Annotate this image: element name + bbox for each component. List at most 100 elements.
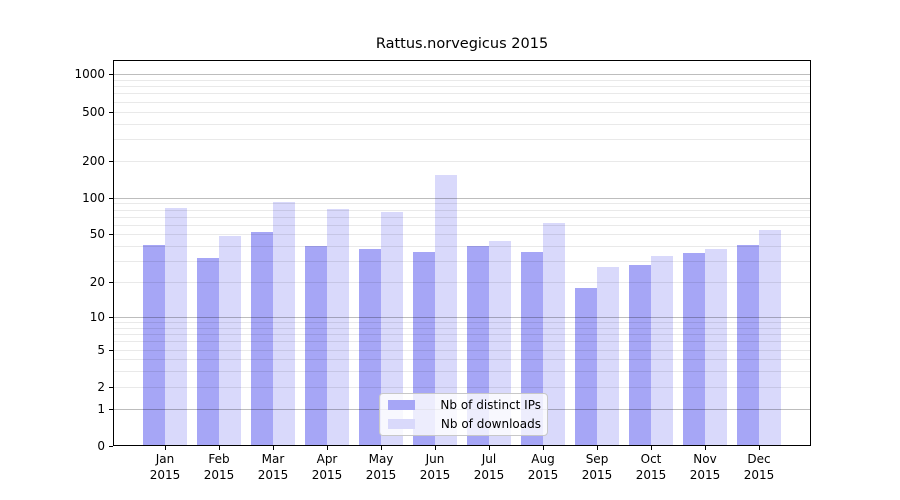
- minor-gridline: [113, 234, 811, 236]
- legend: Nb of distinct IPs Nb of downloads: [379, 393, 548, 436]
- year-label: 2015: [203, 468, 235, 482]
- year-label: 2015: [311, 468, 343, 482]
- legend-entry-downloads: Nb of downloads: [386, 416, 541, 432]
- y-tick: [109, 349, 113, 351]
- year-label: 2015: [365, 468, 397, 482]
- bar-downloads-mar: [273, 202, 295, 446]
- minor-gridline: [113, 327, 811, 329]
- x-axis-tick-label: Jun 2015: [408, 451, 462, 483]
- minor-gridline: [113, 224, 811, 226]
- minor-gridline: [113, 160, 811, 162]
- year-label: 2015: [257, 468, 289, 482]
- month-label: Mar: [261, 452, 285, 466]
- minor-gridline: [113, 86, 811, 88]
- x-axis-tick-label: Feb 2015: [192, 451, 246, 483]
- bar-distinct-ips-jan: [143, 244, 165, 446]
- x-tick: [165, 446, 166, 450]
- legend-swatch-distinct-ips: [388, 400, 415, 410]
- y-tick: [109, 408, 113, 410]
- minor-gridline: [113, 334, 811, 336]
- x-tick: [381, 446, 382, 450]
- year-label: 2015: [473, 468, 505, 482]
- minor-gridline: [113, 79, 811, 81]
- x-axis-tick-label: Aug 2015: [516, 451, 570, 483]
- bar-downloads-may: [381, 211, 403, 446]
- minor-gridline: [113, 359, 811, 361]
- y-tick: [109, 111, 113, 113]
- y-axis-tick-label: 200: [82, 153, 105, 168]
- minor-gridline: [113, 203, 811, 205]
- month-label: Jul: [481, 452, 497, 466]
- year-label: 2015: [635, 468, 667, 482]
- legend-entry-distinct-ips: Nb of distinct IPs: [386, 397, 541, 413]
- x-axis-tick-label: Mar 2015: [246, 451, 300, 483]
- minor-gridline: [113, 341, 811, 343]
- major-gridline: [113, 74, 811, 76]
- minor-gridline: [113, 101, 811, 103]
- bar-distinct-ips-sep: [575, 287, 597, 446]
- y-axis-tick-label: 1000: [74, 67, 105, 82]
- y-axis-tick-label: 20: [89, 275, 105, 290]
- bar-downloads-jan: [165, 208, 187, 446]
- y-axis-tick-label: 1: [97, 401, 105, 416]
- year-label: 2015: [149, 468, 181, 482]
- x-tick: [327, 446, 328, 450]
- y-axis-tick-label: 50: [89, 227, 105, 242]
- x-axis-tick-label: May 2015: [354, 451, 408, 483]
- x-axis-tick-label: Dec 2015: [732, 451, 786, 483]
- year-label: 2015: [581, 468, 613, 482]
- bar-distinct-ips-feb: [197, 257, 219, 446]
- year-label: 2015: [527, 468, 559, 482]
- month-label: Feb: [208, 452, 230, 466]
- minor-gridline: [113, 216, 811, 218]
- x-tick: [219, 446, 220, 450]
- minor-gridline: [113, 209, 811, 211]
- minor-gridline: [113, 246, 811, 248]
- x-tick: [759, 446, 760, 450]
- x-axis-tick-label: Jan 2015: [138, 451, 192, 483]
- y-axis-tick-label: 2: [97, 379, 105, 394]
- minor-gridline: [113, 282, 811, 284]
- month-label: Dec: [747, 452, 771, 466]
- minor-gridline: [113, 371, 811, 373]
- axes-frame: [113, 60, 811, 446]
- x-axis-tick-label: Apr 2015: [300, 451, 354, 483]
- bar-distinct-ips-oct: [629, 264, 651, 446]
- month-label: Jun: [425, 452, 445, 466]
- chart-title: Rattus.norvegicus 2015: [375, 36, 549, 52]
- minor-gridline: [113, 138, 811, 140]
- minor-gridline: [113, 349, 811, 351]
- y-tick: [109, 160, 113, 162]
- y-axis-tick-label: 5: [97, 342, 105, 357]
- bar-downloads-aug: [543, 223, 565, 446]
- x-tick: [705, 446, 706, 450]
- y-tick: [109, 197, 113, 199]
- year-label: 2015: [689, 468, 721, 482]
- bar-distinct-ips-may: [359, 248, 381, 446]
- x-tick: [651, 446, 652, 450]
- minor-gridline: [113, 261, 811, 263]
- month-label: Aug: [531, 452, 555, 466]
- x-tick: [597, 446, 598, 450]
- y-tick: [109, 234, 113, 236]
- x-axis-tick-label: Jul 2015: [462, 451, 516, 483]
- x-axis-tick-label: Oct 2015: [624, 451, 678, 483]
- month-label: Apr: [316, 452, 338, 466]
- year-label: 2015: [419, 468, 451, 482]
- bar-distinct-ips-mar: [251, 232, 273, 446]
- month-label: May: [368, 452, 394, 466]
- y-tick: [109, 316, 113, 318]
- bar-downloads-jun: [435, 175, 457, 446]
- y-tick: [109, 74, 113, 76]
- y-tick: [109, 446, 113, 447]
- legend-label-downloads: Nb of downloads: [440, 417, 541, 431]
- y-axis-tick-label: 100: [82, 190, 105, 205]
- bar-downloads-oct: [651, 256, 673, 446]
- bar-downloads-dec: [759, 230, 781, 446]
- month-label: Nov: [693, 452, 717, 466]
- bar-distinct-ips-dec: [737, 244, 759, 446]
- y-tick: [109, 282, 113, 284]
- y-axis-tick-label: 500: [82, 104, 105, 119]
- bar-downloads-apr: [327, 208, 349, 446]
